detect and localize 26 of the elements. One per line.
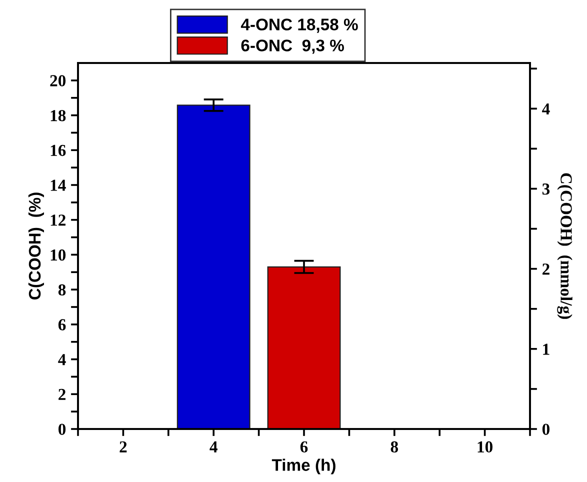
y2-axis-title: C(COOH) (mmol/g) [557, 173, 572, 319]
y-tick-label: 4 [58, 354, 66, 366]
y-tick-label: 6 [58, 319, 66, 330]
legend-label: 4-ONC 18,58 % [240, 18, 358, 33]
x-tick-label: 2 [120, 441, 127, 452]
legend-label: 6-ONC 9,3 % [241, 40, 344, 54]
y2-tick-label: 0 [542, 424, 550, 435]
y2-tick-label: 4 [542, 103, 550, 114]
y-tick-label: 14 [50, 180, 66, 191]
y-axis-title: C(COOH) (%) [28, 192, 44, 300]
y-tick-label: 0 [58, 424, 66, 435]
y-tick-label: 18 [50, 110, 66, 122]
y2-tick-label: 1 [543, 344, 550, 355]
y-tick-label: 10 [50, 249, 66, 261]
x-axis-title: Time (h) [272, 458, 336, 474]
x-tick-label: 6 [300, 441, 308, 453]
y-tick-label: 20 [50, 75, 66, 86]
y2-tick-label: 2 [542, 264, 550, 275]
y2-tick-label: 3 [542, 183, 550, 195]
y-tick-label: 12 [50, 214, 66, 226]
y-tick-label: 2 [58, 388, 66, 400]
x-tick-label: 4 [210, 441, 218, 452]
x-tick-label: 8 [390, 441, 398, 453]
y-tick-label: 8 [58, 284, 66, 296]
x-tick-label: 10 [478, 441, 492, 453]
y-tick-label: 16 [50, 144, 66, 156]
